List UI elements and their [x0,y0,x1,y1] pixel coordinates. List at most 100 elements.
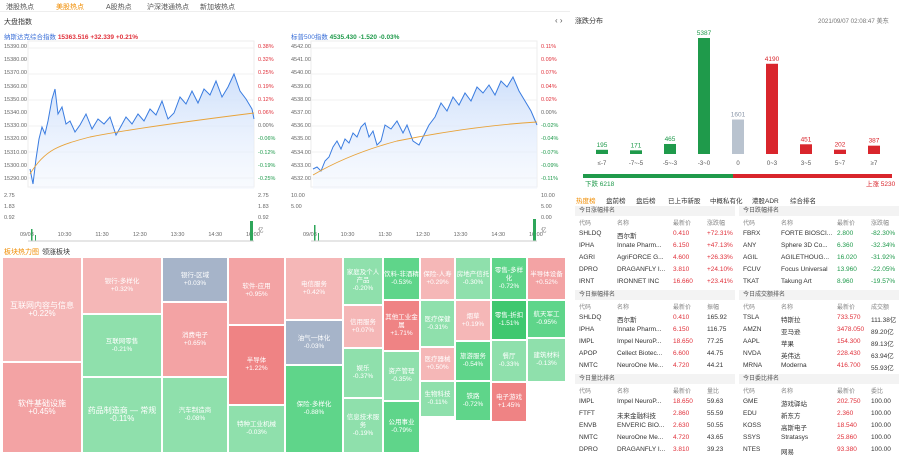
sector-tile[interactable]: 保险-人寿 +0.29% [420,257,455,300]
stock-name: DRAGANFLY I... [617,446,666,453]
sector-tile[interactable]: 信息技术服务 -0.19% [343,398,383,453]
distribution-bar[interactable] [834,149,846,154]
sector-tile[interactable]: 消费电子 +0.65% [162,302,228,377]
sector-tile[interactable]: 饮料-非酒精 -0.53% [383,257,420,300]
sector-pct: -0.35% [391,376,412,383]
distribution-bar[interactable] [630,150,642,154]
table-row[interactable]: IPHA Innate Pharm... 6.150 +47.13% [579,241,735,253]
tab-hk[interactable]: 港股热点 [6,4,34,11]
sector-tile[interactable]: 房地产信托 -0.30% [455,257,491,300]
table-row[interactable]: GME 游戏驿站 202.750 100.00 [743,397,899,409]
tab-leading-sectors[interactable]: 领涨板块 [42,249,70,256]
sector-tile[interactable]: 银行-区域 +0.03% [162,257,228,302]
sector-tile[interactable]: 软件基础设施 +0.45% [2,362,82,453]
table-row[interactable]: DPRO DRAGANFLY I... 3.810 39.23 [579,445,735,457]
tab-composite[interactable]: 综合排名 [790,198,816,205]
sector-tile[interactable]: 旅游服务 -0.54% [455,341,491,381]
table-row[interactable]: FCUV Focus Universal 13.960 -22.05% [743,265,899,277]
tab-premarket[interactable]: 盘前榜 [606,198,626,205]
metric-value: 63.94亿 [871,353,894,360]
table-row[interactable]: TKAT Takung Art 8.960 -19.57% [743,277,899,289]
table-row[interactable]: SSYS Stratasys 25.860 100.00 [743,433,899,445]
distribution-bar[interactable] [800,144,812,154]
table-row[interactable]: AGIL AGILETHOUG... 16.020 -31.92% [743,253,899,265]
sector-tile[interactable]: 生物科技 -0.11% [420,381,455,417]
table-row[interactable]: SHLDQ 西尔斯 0.410 +72.31% [579,229,735,241]
sector-tile[interactable]: 航天军工 -0.95% [527,300,566,338]
table-row[interactable]: APOP Cellect Biotec... 6.600 44.75 [579,349,735,361]
table-row[interactable]: EDU 新东方 2.360 100.00 [743,409,899,421]
table-row[interactable]: NMTC NeuroOne Me... 4.720 43.65 [579,433,735,445]
tab-afterhours[interactable]: 盘后榜 [636,198,656,205]
sector-tile[interactable]: 电信服务 +0.42% [285,257,343,320]
table-row[interactable]: DPRO DRAGANFLY I... 3.810 +24.10% [579,265,735,277]
sector-tile[interactable]: 半导体 +1.22% [228,325,285,405]
sector-tile[interactable]: 公用事业 -0.79% [383,401,420,453]
sector-tile[interactable]: 特种工业机械 -0.03% [228,405,285,453]
sector-tile[interactable]: 信用服务 +0.07% [343,305,383,348]
table-row[interactable]: IMPL Impel NeuroP... 18.650 77.25 [579,337,735,349]
tab-us[interactable]: 美股热点 [56,4,84,11]
sector-tile[interactable]: 药品制造商 — 常规 -0.11% [82,377,162,453]
tab-connect[interactable]: 沪深港通热点 [147,4,189,11]
table-row[interactable]: FTFT 未来金融科技 2.860 55.59 [579,409,735,421]
table-row[interactable]: IPHA Innate Pharm... 6.150 116.75 [579,325,735,337]
sector-name: 娱乐 [356,365,370,372]
chart-nav-arrows[interactable]: ‹ › [555,16,563,25]
sector-tile[interactable]: 资产管理 -0.35% [383,351,420,401]
sector-name: 银行-区域 [180,271,210,279]
distribution-bar[interactable] [868,145,880,154]
sector-tile[interactable]: 铁路 -0.72% [455,381,491,421]
sector-tile[interactable]: 建筑材料 -0.13% [527,338,566,382]
sector-tile[interactable]: 保险-多样化 -0.88% [285,365,343,453]
distribution-bar[interactable] [698,38,710,154]
sector-tile[interactable]: 软件-应用 +0.95% [228,257,285,325]
sector-tile[interactable]: 互联网内容与信息 +0.22% [2,257,82,362]
table-row[interactable]: ANY Sphere 3D Co... 6.360 -32.34% [743,241,899,253]
sector-tile[interactable]: 其他工业金属 +1.71% [383,300,420,351]
sector-tile[interactable]: 汽车制造商 -0.08% [162,377,228,453]
tab-new-ipos[interactable]: 已上市新股 [668,198,701,205]
table-row[interactable]: TSLA 特斯拉 733.570 111.38亿 [743,313,899,325]
table-row[interactable]: FBRX FORTE BIOSCI... 2.800 -82.30% [743,229,899,241]
table-row[interactable]: KOSS 高斯电子 18.540 100.00 [743,421,899,433]
table-row[interactable]: AAPL 苹果 154.300 89.13亿 [743,337,899,349]
sp500-chart-panel[interactable]: 标普500指数 4535.430 -1.520 -0.03% 4542.00 45… [287,29,570,245]
table-row[interactable]: NTES 网易 93.380 100.00 [743,445,899,457]
table-row[interactable]: AGRI AgriFORCE G... 4.600 +26.33% [579,253,735,265]
sector-tile[interactable]: 零售-多样化 -0.72% [491,257,527,300]
sector-tile[interactable]: 娱乐 -0.37% [343,348,383,398]
sector-tile[interactable]: 油气一体化 -0.03% [285,320,343,365]
sector-tile[interactable]: 互联网零售 -0.21% [82,314,162,377]
table-row[interactable]: IMPL Impel NeuroP... 18.650 59.63 [579,397,735,409]
sector-tile[interactable]: 电子游戏 +1.45% [491,382,527,422]
table-row[interactable]: AMZN 亚马逊 3478.050 89.20亿 [743,325,899,337]
sector-pct: -0.13% [536,360,557,367]
sector-tile[interactable]: 家庭及个人产品 -0.20% [343,257,383,305]
sector-tile[interactable]: 医疗保健 -0.31% [420,300,455,347]
table-row[interactable]: NMTC NeuroOne Me... 4.720 44.21 [579,361,735,373]
nasdaq-chart-panel[interactable]: 纳斯达克综合指数 15363.516 +32.339 +0.21% 15390.… [0,29,283,245]
distribution-bar[interactable] [664,143,676,154]
table-row[interactable]: IRNT IRONNET INC 16.660 +23.41% [579,277,735,289]
distribution-bar[interactable] [596,149,608,154]
sector-tile[interactable]: 医疗器械 +0.50% [420,347,455,381]
tab-adr[interactable]: 港股ADR [752,198,779,205]
table-row[interactable]: ENVB ENVERIC BIO... 2.630 50.55 [579,421,735,433]
heatmap-title[interactable]: 板块热力图 [4,249,39,256]
sector-tile[interactable]: 烟草 +0.19% [455,300,491,341]
table-row[interactable]: NVDA 英伟达 228.430 63.94亿 [743,349,899,361]
table-row[interactable]: SHLDQ 西尔斯 0.410 165.92 [579,313,735,325]
table-row[interactable]: MRNA Moderna 416.700 55.93亿 [743,361,899,373]
sector-name: 互联网零售 [105,337,139,345]
distribution-bar[interactable] [732,119,744,154]
distribution-bar[interactable] [766,63,778,154]
tab-a[interactable]: A股热点 [106,4,132,11]
tab-sg[interactable]: 新加坡热点 [200,4,235,11]
sector-tile[interactable]: 半导体设备 +0.52% [527,257,566,300]
sector-tile[interactable]: 银行-多样化 +0.32% [82,257,162,314]
sector-tile[interactable]: 餐厅 -0.33% [491,340,527,382]
tab-hot[interactable]: 热度榜 [576,198,596,205]
sector-tile[interactable]: 零售-折扣 -1.51% [491,300,527,340]
tab-privatization[interactable]: 中概私有化 [710,198,743,205]
